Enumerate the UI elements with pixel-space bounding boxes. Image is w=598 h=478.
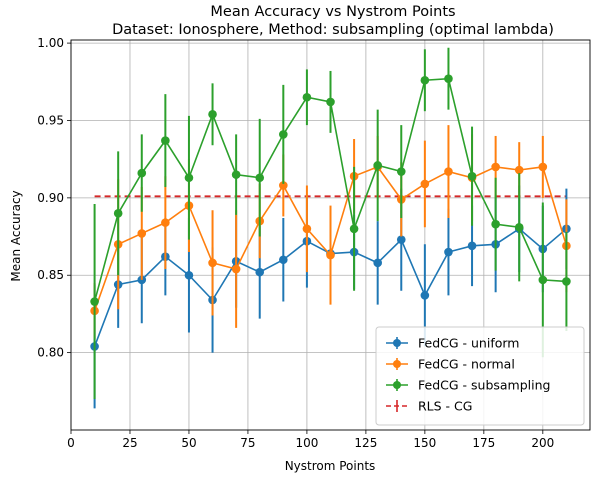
data-point — [349, 224, 359, 234]
x-tick-label: 75 — [240, 436, 255, 450]
x-axis-label: Nystrom Points — [285, 459, 376, 473]
data-point — [514, 222, 524, 232]
data-point — [538, 275, 548, 285]
x-tick-label: 150 — [413, 436, 436, 450]
data-point — [420, 75, 430, 85]
data-point — [184, 173, 194, 183]
x-tick-label: 175 — [472, 436, 495, 450]
legend-swatch-marker — [393, 381, 401, 389]
data-point — [161, 136, 170, 145]
data-point — [326, 250, 335, 260]
chart-subtitle: Dataset: Ionosphere, Method: subsampling… — [112, 22, 554, 38]
data-point — [538, 162, 548, 172]
x-axis-ticks: 0 25 50 75 100 125 150 175 200 — [67, 430, 554, 450]
data-point — [302, 92, 312, 102]
data-point — [279, 181, 288, 190]
legend-label: FedCG - subsampling — [418, 378, 550, 393]
data-point — [373, 161, 382, 170]
data-point — [113, 209, 123, 218]
data-point — [326, 97, 335, 107]
data-point — [373, 258, 382, 268]
data-point — [90, 297, 99, 306]
legend-swatch-marker — [393, 360, 401, 368]
data-point — [491, 162, 500, 172]
y-axis-label: Mean Accuracy — [9, 190, 23, 281]
x-tick-label: 0 — [67, 436, 75, 450]
data-point — [562, 277, 571, 286]
data-point — [444, 247, 453, 257]
y-tick-label: 0.90 — [37, 191, 64, 205]
data-point — [208, 109, 217, 119]
x-tick-label: 50 — [181, 436, 196, 450]
data-point — [420, 179, 430, 189]
data-point — [231, 170, 241, 179]
data-point — [279, 255, 288, 265]
data-point — [514, 165, 524, 175]
data-point — [396, 235, 406, 244]
y-axis-ticks: 0.80 0.85 0.90 0.95 1.00 — [37, 36, 71, 360]
legend: FedCG - uniform FedCG - normal FedCG - sub… — [375, 326, 585, 426]
legend-label: FedCG - normal — [418, 357, 515, 372]
x-tick-label: 125 — [354, 436, 377, 450]
data-point — [137, 168, 147, 178]
data-point — [467, 171, 477, 181]
y-tick-label: 1.00 — [37, 36, 64, 50]
x-tick-label: 200 — [531, 436, 554, 450]
data-point — [184, 270, 194, 280]
x-tick-label: 25 — [122, 436, 137, 450]
plot-area-frame — [70, 39, 591, 431]
data-point — [161, 218, 170, 227]
data-point — [279, 130, 288, 139]
data-point — [137, 275, 147, 285]
data-point — [491, 219, 500, 229]
data-point — [231, 264, 241, 274]
y-tick-label: 0.95 — [37, 113, 64, 127]
data-point — [137, 229, 147, 238]
data-point — [255, 267, 265, 277]
legend-box — [375, 326, 585, 426]
data-point — [467, 241, 477, 251]
data-point — [444, 167, 453, 176]
data-point — [396, 167, 406, 176]
chart-title: Mean Accuracy vs Nystrom Points — [210, 4, 455, 20]
data-point — [208, 258, 217, 268]
legend-swatch-marker — [393, 339, 401, 347]
legend-label: RLS - CG — [418, 399, 472, 414]
data-point — [302, 224, 312, 234]
x-tick-label: 100 — [295, 436, 318, 450]
data-point — [420, 291, 430, 300]
data-point — [444, 74, 453, 83]
y-tick-label: 0.80 — [37, 346, 64, 360]
y-tick-label: 0.85 — [37, 268, 64, 282]
legend-label: FedCG - uniform — [418, 336, 519, 351]
series-1 — [90, 125, 571, 339]
data-point — [255, 173, 265, 183]
